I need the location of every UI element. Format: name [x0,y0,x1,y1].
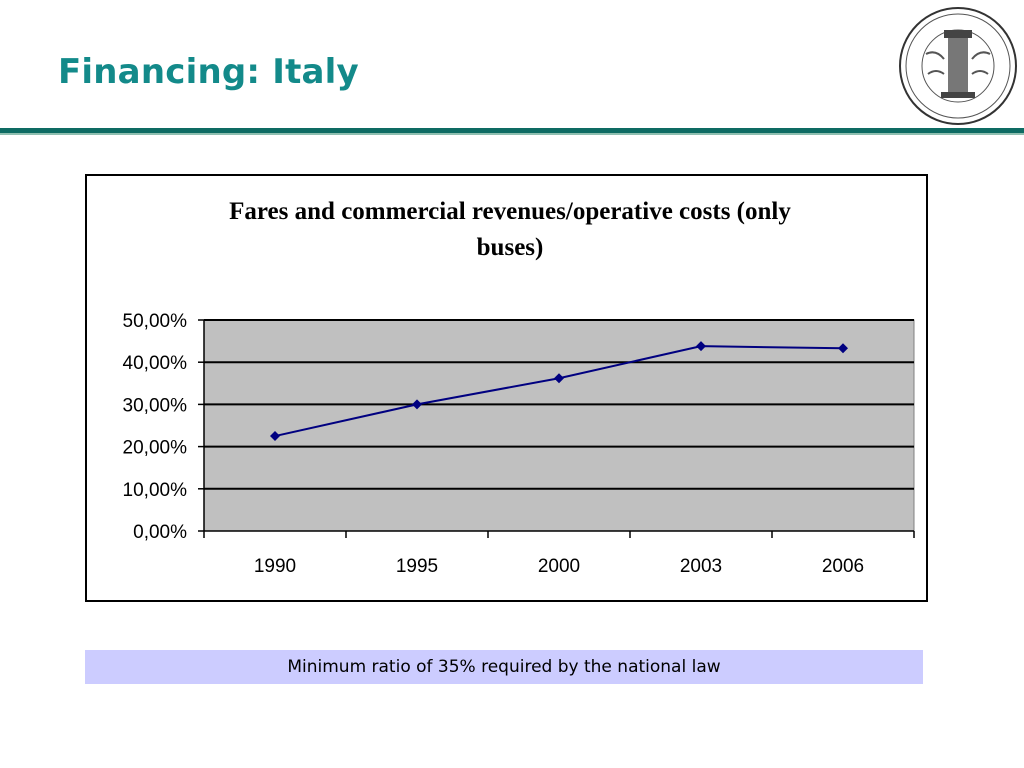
x-tick-label: 2006 [822,556,864,577]
x-tick-label: 1995 [396,556,438,577]
header-rule [0,128,1024,133]
chart-title-line-1: Fares and commercial revenues/operative … [229,198,791,225]
y-tick-label: 10,00% [123,480,188,501]
data-point [270,431,280,442]
data-point [696,341,706,352]
y-tick-label: 0,00% [133,522,187,543]
y-tick-label: 40,00% [123,353,188,374]
note-banner: Minimum ratio of 35% required by the nat… [85,650,923,684]
x-tick-label: 2003 [680,556,722,577]
chart-title-line-2: buses) [476,234,544,261]
y-tick-label: 50,00% [123,311,188,332]
chart-title: Fares and commercial revenues/operative … [100,194,920,266]
slide-title: Financing: Italy [58,52,359,92]
plot-area [203,319,915,532]
y-tick-label: 20,00% [123,438,188,459]
note-text: Minimum ratio of 35% required by the nat… [287,657,721,677]
header-rule-accent [0,133,1024,135]
data-point [412,399,422,410]
x-tick-label: 1990 [254,556,296,577]
data-point [554,373,564,384]
x-tick-label: 2000 [538,556,580,577]
y-tick-label: 30,00% [123,395,188,416]
data-point [838,343,848,354]
university-seal-icon [899,7,1017,125]
